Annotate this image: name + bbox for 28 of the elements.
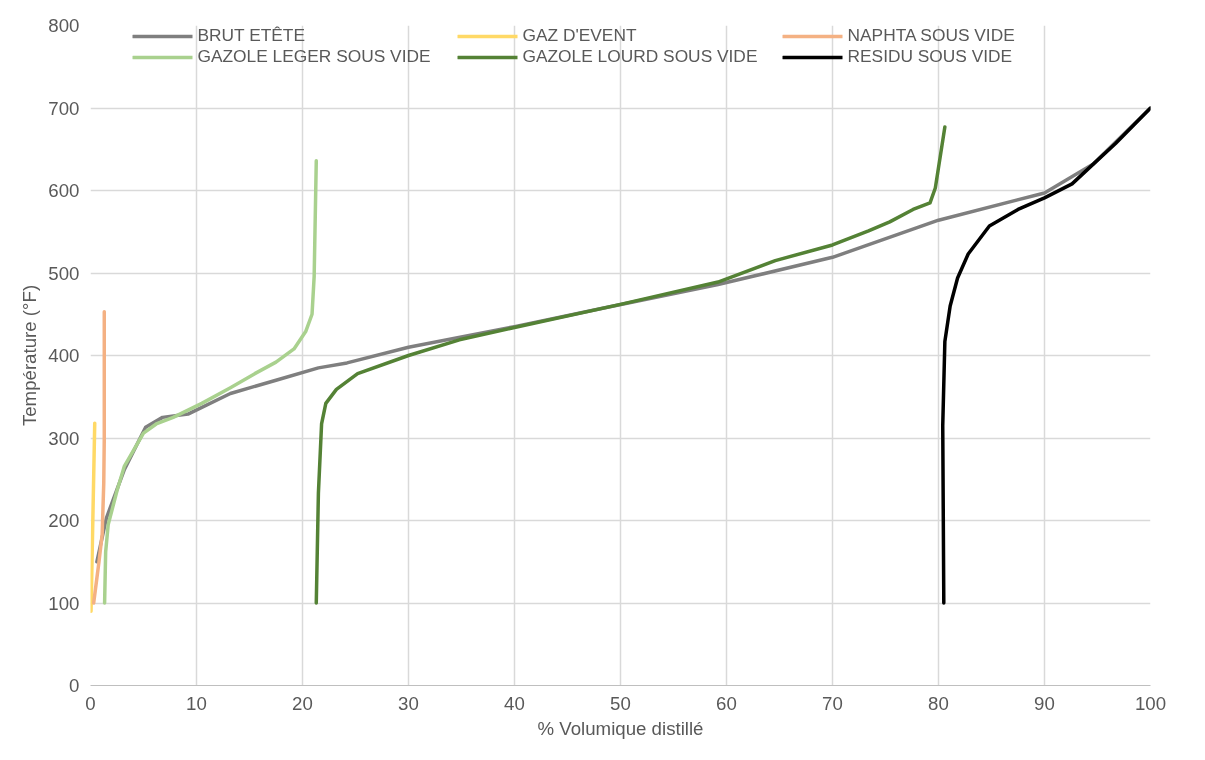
- y-tick-label: 300: [48, 427, 80, 449]
- y-tick-label: 100: [48, 592, 80, 614]
- y-tick-label: 500: [48, 262, 80, 284]
- y-tick-label: 600: [48, 180, 80, 201]
- x-tick-label: 60: [716, 692, 737, 714]
- x-tick-label: 30: [398, 692, 419, 714]
- y-tick-label: 0: [69, 675, 80, 696]
- x-tick-label: 20: [292, 692, 313, 714]
- legend-label: NAPHTA SOUS VIDE: [847, 25, 1016, 46]
- x-tick-label: 40: [504, 692, 525, 714]
- y-tick-label: 700: [48, 97, 80, 119]
- x-tick-label: 90: [1034, 692, 1055, 714]
- x-tick-label: 10: [186, 692, 207, 714]
- x-tick-label: 0: [85, 692, 96, 714]
- x-tick-label: 80: [928, 692, 949, 714]
- legend-label: GAZOLE LEGER SOUS VIDE: [197, 46, 432, 67]
- y-tick-label: 800: [48, 15, 80, 36]
- y-tick-label: 400: [48, 345, 80, 366]
- x-tick-label: 50: [610, 692, 631, 714]
- x-axis-title: % Volumique distillé: [537, 717, 704, 739]
- y-axis-title: Température (°F): [19, 284, 41, 427]
- legend-label: GAZOLE LOURD SOUS VIDE: [522, 46, 759, 67]
- y-tick-label: 200: [48, 510, 80, 531]
- legend-label: BRUT ETÊTE: [197, 25, 306, 46]
- x-tick-label: 100: [1134, 692, 1167, 714]
- legend-label: GAZ D'EVENT: [522, 25, 638, 46]
- x-tick-label: 70: [822, 692, 843, 714]
- legend-label: RESIDU SOUS VIDE: [847, 46, 1014, 67]
